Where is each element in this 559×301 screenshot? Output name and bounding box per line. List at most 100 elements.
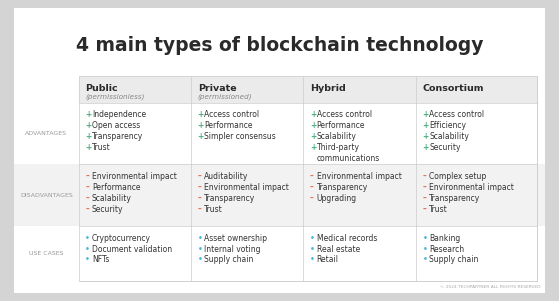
FancyBboxPatch shape — [14, 164, 545, 226]
Text: –: – — [423, 205, 426, 214]
Text: –: – — [310, 194, 314, 203]
Text: Efficiency: Efficiency — [429, 121, 466, 130]
Text: +: + — [423, 132, 429, 141]
FancyBboxPatch shape — [14, 103, 545, 164]
Text: ADVANTAGES: ADVANTAGES — [25, 131, 67, 136]
Text: +: + — [198, 132, 204, 141]
Text: Transparency: Transparency — [429, 194, 480, 203]
Text: +: + — [310, 132, 316, 141]
Text: •: • — [310, 234, 315, 243]
Text: 4 main types of blockchain technology: 4 main types of blockchain technology — [76, 36, 483, 55]
Text: communications: communications — [317, 154, 380, 163]
Text: –: – — [198, 194, 201, 203]
Text: •: • — [423, 244, 427, 253]
Text: Trust: Trust — [204, 205, 223, 214]
Text: •: • — [423, 256, 427, 265]
Text: –: – — [85, 172, 89, 181]
Text: •: • — [310, 244, 315, 253]
Text: •: • — [198, 234, 202, 243]
FancyBboxPatch shape — [14, 226, 545, 281]
Text: Open access: Open access — [92, 121, 140, 130]
Text: +: + — [85, 132, 92, 141]
Text: Internal voting: Internal voting — [204, 244, 261, 253]
FancyBboxPatch shape — [79, 76, 537, 103]
Text: (permissionless): (permissionless) — [85, 94, 145, 101]
Text: •: • — [310, 256, 315, 265]
Text: Document validation: Document validation — [92, 244, 172, 253]
Text: +: + — [198, 121, 204, 130]
Text: Supply chain: Supply chain — [204, 256, 254, 265]
Text: Research: Research — [429, 244, 465, 253]
Text: Consortium: Consortium — [423, 83, 484, 92]
Text: +: + — [85, 143, 92, 152]
Text: Third-party: Third-party — [317, 143, 359, 152]
Text: Performance: Performance — [317, 121, 365, 130]
Text: Private: Private — [198, 83, 236, 92]
Text: –: – — [198, 205, 201, 214]
Text: Transparency: Transparency — [204, 194, 255, 203]
Text: (permissioned): (permissioned) — [198, 94, 252, 101]
Text: Auditability: Auditability — [204, 172, 249, 181]
Text: •: • — [198, 256, 202, 265]
Text: –: – — [310, 172, 314, 181]
Text: •: • — [85, 244, 90, 253]
Text: Asset ownership: Asset ownership — [204, 234, 267, 243]
Text: Upgrading: Upgrading — [317, 194, 357, 203]
Text: +: + — [423, 143, 429, 152]
Text: Transparency: Transparency — [317, 183, 368, 192]
Text: Trust: Trust — [429, 205, 448, 214]
Text: Supply chain: Supply chain — [429, 256, 479, 265]
Text: Public: Public — [85, 83, 118, 92]
Text: NFTs: NFTs — [92, 256, 109, 265]
Text: –: – — [85, 183, 89, 192]
Text: Security: Security — [92, 205, 124, 214]
Text: +: + — [310, 121, 316, 130]
Text: •: • — [198, 244, 202, 253]
Text: Scalability: Scalability — [92, 194, 132, 203]
Text: +: + — [310, 110, 316, 119]
FancyBboxPatch shape — [14, 8, 545, 293]
Text: Hybrid: Hybrid — [310, 83, 346, 92]
Text: Environmental impact: Environmental impact — [429, 183, 514, 192]
Text: Simpler consensus: Simpler consensus — [204, 132, 276, 141]
Text: –: – — [85, 205, 89, 214]
Text: +: + — [423, 110, 429, 119]
Text: Complex setup: Complex setup — [429, 172, 486, 181]
Text: –: – — [423, 183, 426, 192]
Text: Transparency: Transparency — [92, 132, 143, 141]
Text: Environmental impact: Environmental impact — [92, 172, 177, 181]
Text: Trust: Trust — [92, 143, 111, 152]
Text: Scalability: Scalability — [317, 132, 357, 141]
Text: Cryptocurrency: Cryptocurrency — [92, 234, 151, 243]
Text: •: • — [85, 256, 90, 265]
Text: +: + — [85, 121, 92, 130]
Text: Access control: Access control — [204, 110, 259, 119]
Text: Performance: Performance — [92, 183, 140, 192]
Text: •: • — [423, 234, 427, 243]
Text: Environmental impact: Environmental impact — [317, 172, 401, 181]
Text: Scalability: Scalability — [429, 132, 469, 141]
Text: –: – — [423, 172, 426, 181]
Text: © 2024 TECHPARTNER ALL RIGHTS RESERVED: © 2024 TECHPARTNER ALL RIGHTS RESERVED — [440, 285, 541, 289]
Text: –: – — [198, 183, 201, 192]
Text: DISADVANTAGES: DISADVANTAGES — [20, 193, 73, 198]
Text: –: – — [198, 172, 201, 181]
Text: Medical records: Medical records — [317, 234, 377, 243]
Text: –: – — [85, 194, 89, 203]
Text: Retail: Retail — [317, 256, 339, 265]
Text: Access control: Access control — [317, 110, 372, 119]
Text: –: – — [310, 183, 314, 192]
Text: +: + — [423, 121, 429, 130]
Text: Access control: Access control — [429, 110, 484, 119]
Text: •: • — [85, 234, 90, 243]
Text: USE CASES: USE CASES — [29, 251, 64, 256]
Text: Banking: Banking — [429, 234, 461, 243]
Text: Performance: Performance — [204, 121, 253, 130]
Text: Security: Security — [429, 143, 461, 152]
Text: +: + — [85, 110, 92, 119]
Text: +: + — [198, 110, 204, 119]
Text: –: – — [423, 194, 426, 203]
Text: Real estate: Real estate — [317, 244, 360, 253]
Text: +: + — [310, 143, 316, 152]
Text: Environmental impact: Environmental impact — [204, 183, 289, 192]
